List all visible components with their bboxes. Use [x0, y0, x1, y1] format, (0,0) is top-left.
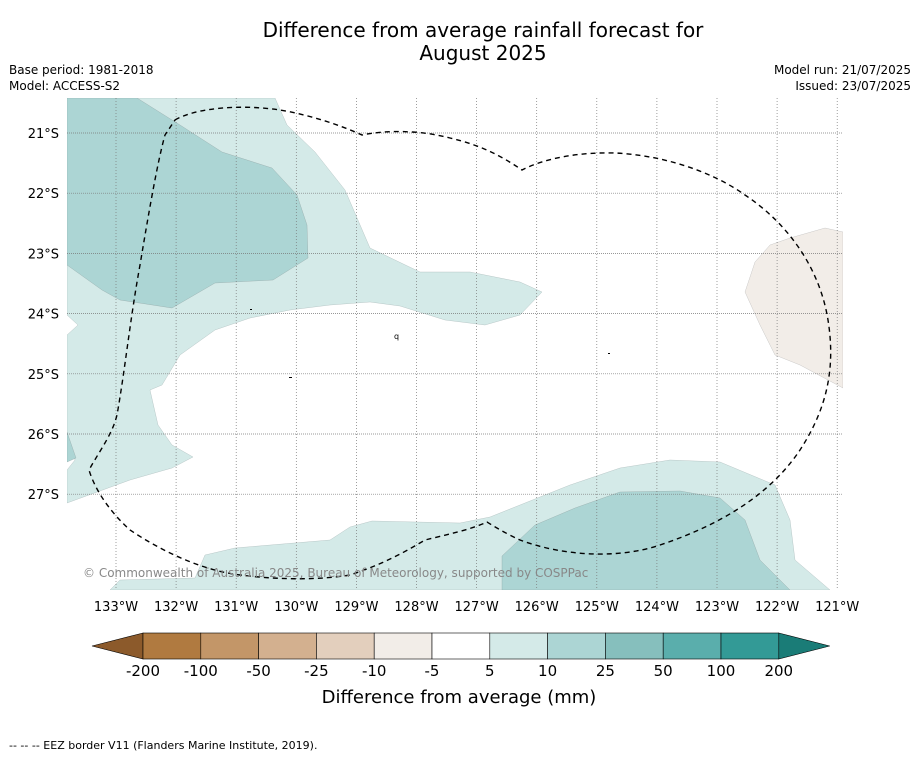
latitude-labels: 21°S 22°S 23°S 24°S 25°S 26°S 27°S: [28, 127, 59, 503]
island-marker: [250, 309, 252, 310]
latitude-label: 26°S: [28, 428, 59, 443]
colorbar-tick-label: 25: [596, 662, 615, 680]
longitude-label: 125°W: [575, 600, 619, 615]
colorbar-segment: [720, 632, 780, 660]
longitude-label: 130°W: [274, 600, 318, 615]
colorbar-segment: [489, 632, 548, 660]
island-marker: [608, 353, 610, 354]
longitude-label: 132°W: [154, 600, 198, 615]
colorbar-arrow-high: [778, 632, 830, 660]
colorbar-tick-label: 10: [538, 662, 557, 680]
colorbar-tick-label: -50: [246, 662, 271, 680]
longitude-label: 129°W: [334, 600, 378, 615]
longitude-label: 127°W: [455, 600, 499, 615]
colorbar-tick-label: -100: [184, 662, 218, 680]
colorbar-segment: [605, 632, 664, 660]
longitude-label: 126°W: [515, 600, 559, 615]
title-line-1: Difference from average rainfall forecas…: [262, 18, 704, 42]
meta-left: Base period: 1981-2018 Model: ACCESS-S2: [9, 62, 154, 94]
colorbar-tick-label: 100: [707, 662, 736, 680]
latitude-label: 23°S: [28, 247, 59, 262]
eez-legend-note: -- -- -- EEZ border V11 (Flanders Marine…: [9, 739, 318, 752]
longitude-label: 133°W: [94, 600, 138, 615]
colorbar-tick-label: 200: [764, 662, 793, 680]
rainfall-fills: [67, 98, 843, 590]
colorbar-segment: [200, 632, 259, 660]
wet-medium-region-south: [501, 490, 791, 590]
meta-right: Model run: 21/07/2025 Issued: 23/07/2025: [774, 62, 911, 94]
colorbar-segment: [316, 632, 375, 660]
latitude-label: 24°S: [28, 308, 59, 323]
colorbar-segment: [373, 632, 433, 660]
colorbar-tick-label: 5: [485, 662, 495, 680]
colorbar-label: Difference from average (mm): [322, 687, 597, 708]
colorbar-tick-labels: -200 -100 -50 -25 -10 -5 5 10 25 50 100 200: [126, 662, 793, 680]
model-run: Model run: 21/07/2025: [773, 63, 911, 77]
latitude-label: 27°S: [28, 488, 59, 503]
dry-light-region-east: [744, 227, 843, 389]
longitude-label: 124°W: [635, 600, 679, 615]
colorbar-segment: [547, 632, 606, 660]
map-gridlines: [67, 98, 843, 590]
latitude-label: 22°S: [28, 187, 59, 202]
colorbar-segment: [431, 632, 491, 660]
colorbar: -200 -100 -50 -25 -10 -5 5 10 25 50 100 200 Differe…: [91, 632, 830, 708]
longitude-label: 128°W: [394, 600, 438, 615]
latitude-label: 25°S: [28, 368, 59, 383]
map-title: Difference from average rainfall forecas…: [0, 19, 919, 65]
copyright-notice: © Commonwealth of Australia 2025, Bureau…: [83, 566, 588, 580]
latitude-label: 21°S: [28, 127, 59, 142]
wet-medium-region-north: [67, 98, 309, 309]
eez-border: [88, 106, 832, 580]
title-line-2: August 2025: [419, 41, 547, 65]
colorbar-tick-label: -25: [304, 662, 329, 680]
longitude-label: 131°W: [214, 600, 258, 615]
longitude-label: 123°W: [695, 600, 739, 615]
longitude-labels: 133°W 132°W 131°W 130°W 129°W 128°W 127°W 126°W…: [94, 600, 860, 615]
rainfall-map: q © Commonwealth of Australia 2025, Bure…: [28, 98, 860, 615]
wet-medium-patch-west: [67, 431, 77, 463]
colorbar-segment: [662, 632, 722, 660]
base-period: Base period: 1981-2018: [9, 63, 154, 77]
colorbar-segment: [142, 632, 202, 660]
colorbar-tick-label: 50: [654, 662, 673, 680]
colorbar-tick-label: -10: [362, 662, 387, 680]
island-marker: [289, 377, 292, 378]
issued-date: Issued: 23/07/2025: [795, 79, 911, 93]
colorbar-tick-label: -200: [126, 662, 160, 680]
longitude-label: 121°W: [815, 600, 859, 615]
colorbar-segment: [258, 632, 317, 660]
colorbar-tick-label: -5: [425, 662, 440, 680]
longitude-label: 122°W: [755, 600, 799, 615]
island-marker: q: [394, 332, 399, 341]
model-name: Model: ACCESS-S2: [9, 79, 121, 93]
colorbar-segments: [91, 632, 830, 660]
colorbar-arrow-low: [91, 632, 144, 660]
